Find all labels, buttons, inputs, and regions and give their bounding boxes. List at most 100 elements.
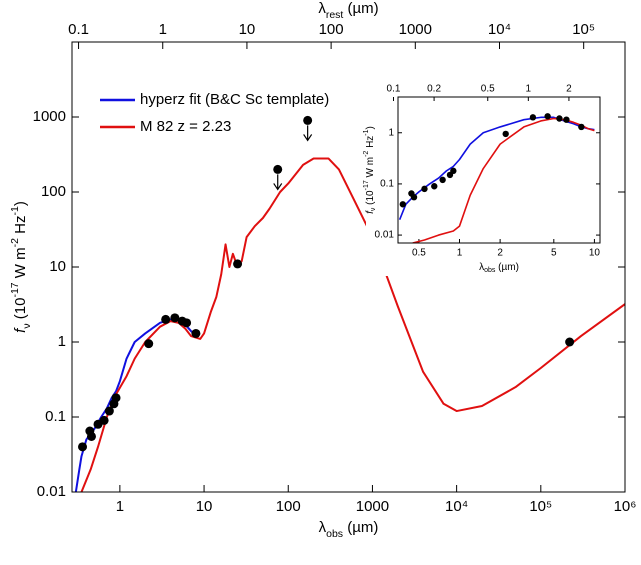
data-point [78,442,88,452]
data-point [99,415,109,425]
label-part: (10 [365,190,376,208]
x-tick-label: 0.5 [412,248,426,259]
x2-tick-label: 10⁵ [572,21,595,38]
y-axis-title: fν (10-17 W m-2 Hz-1) [363,126,377,214]
y-axis-title: fν (10-17 W m-2 Hz-1) [9,201,33,333]
y-tick-label: 0.01 [37,483,66,500]
x2-tick-label: 1 [526,84,532,95]
data-point [410,193,418,201]
data-point [86,431,96,441]
x-tick-label: 10 [196,498,213,515]
series-line [412,117,595,243]
x2-tick-label: 10⁴ [488,21,511,38]
label-part: rest [326,9,344,21]
series-line [398,116,595,220]
data-point [565,337,575,347]
label-part: ) [12,201,29,206]
y-tick-label: 100 [41,183,66,200]
x-tick-label: 100 [276,498,301,515]
label-part: ) [365,126,376,129]
inset-background [366,80,610,276]
data-point [529,114,537,121]
x2-tick-label: 10 [239,21,256,38]
data-point [161,314,171,324]
data-point [439,176,446,184]
label-part: λ [319,519,327,536]
x2-tick-label: 1000 [399,21,432,38]
legend-label: hyperz fit (B&C Sc template) [140,91,329,108]
data-point [450,167,457,175]
main-plot: 1 10 100 1000 10⁴ 10⁵ 10⁶ 0.1 1 10 100 1000 10⁴ 10⁵ 0.… [9,0,637,540]
x2-tick-label: 2 [566,84,572,95]
label-part: W m [12,247,29,282]
label-part: λ [318,0,326,17]
label-part: W m [365,157,376,180]
label-part: (µm) [343,0,378,17]
data-point [182,318,192,328]
label-part: Hz [365,136,376,151]
y-tick-label: 1000 [33,108,66,125]
data-point [191,328,201,338]
label-part: f [12,327,29,333]
data-point [502,130,509,138]
plot-frame [71,41,626,493]
x-tick-label: 1 [457,248,463,259]
x-tick-label: 5 [551,248,557,259]
data-point [104,406,114,416]
x-tick-label: 10⁴ [445,498,468,515]
label-part: -17 [9,282,21,297]
y-tick-label: 1 [58,333,66,350]
inset-plot: 0.5 1 2 5 10 0.1 0.2 0.5 1 2 0.01 0.1 1 λobs (µm) fν (… [363,80,610,276]
label-part: (µm) [495,262,519,273]
x2-tick-label: 1 [159,21,167,38]
x2-tick-label: 0.2 [427,84,441,95]
label-part: λ [479,262,484,273]
data-point [111,393,121,403]
data-point [233,259,243,269]
data-point [544,113,551,120]
x-axis-title: λobs (µm) [319,519,379,540]
label-part: -2 [363,151,370,157]
data-point [303,115,313,125]
data-point [431,183,438,190]
data-point [421,185,428,193]
label-part: obs [326,528,343,540]
label-part: ν [370,207,377,211]
upper-limit-arrow [273,174,283,191]
plot-area [398,116,595,243]
y-tick-label: 0.1 [380,179,394,190]
y-tick-label: 0.1 [45,408,66,425]
label-part: (µm) [343,519,378,536]
x2-axis-title: λrest (µm) [318,0,378,21]
series-line [74,318,197,492]
label-part: f [365,210,376,214]
plot-frame [397,96,601,244]
x-tick-label: 1000 [356,498,389,515]
label-part: obs [484,267,496,274]
data-point [399,201,407,208]
y-tick-label: 1 [388,127,394,138]
data-point [578,123,585,131]
x2-tick-label: 0.1 [387,84,401,95]
x-tick-label: 10 [589,248,601,259]
upper-limit-arrow [303,125,313,142]
x-tick-label: 10⁶ [614,498,637,515]
label-part: ν [21,323,33,328]
data-point [563,116,570,123]
x2-tick-label: 100 [319,21,344,38]
data-point [556,115,563,122]
label-part: -2 [9,238,21,247]
x-tick-label: 1 [116,498,124,515]
x2-tick-label: 0.1 [68,21,89,38]
x2-tick-label: 0.5 [481,84,495,95]
x-tick-label: 10⁵ [529,498,552,515]
data-point [273,164,283,174]
legend-label: M 82 z = 2.23 [140,118,231,135]
label-part: (10 [12,298,29,324]
label-part: -1 [363,129,370,135]
x-tick-label: 2 [497,248,503,259]
label-part: Hz [12,216,29,239]
label-part: -1 [9,206,21,215]
data-point [144,339,154,349]
y-tick-label: 0.01 [375,230,395,241]
